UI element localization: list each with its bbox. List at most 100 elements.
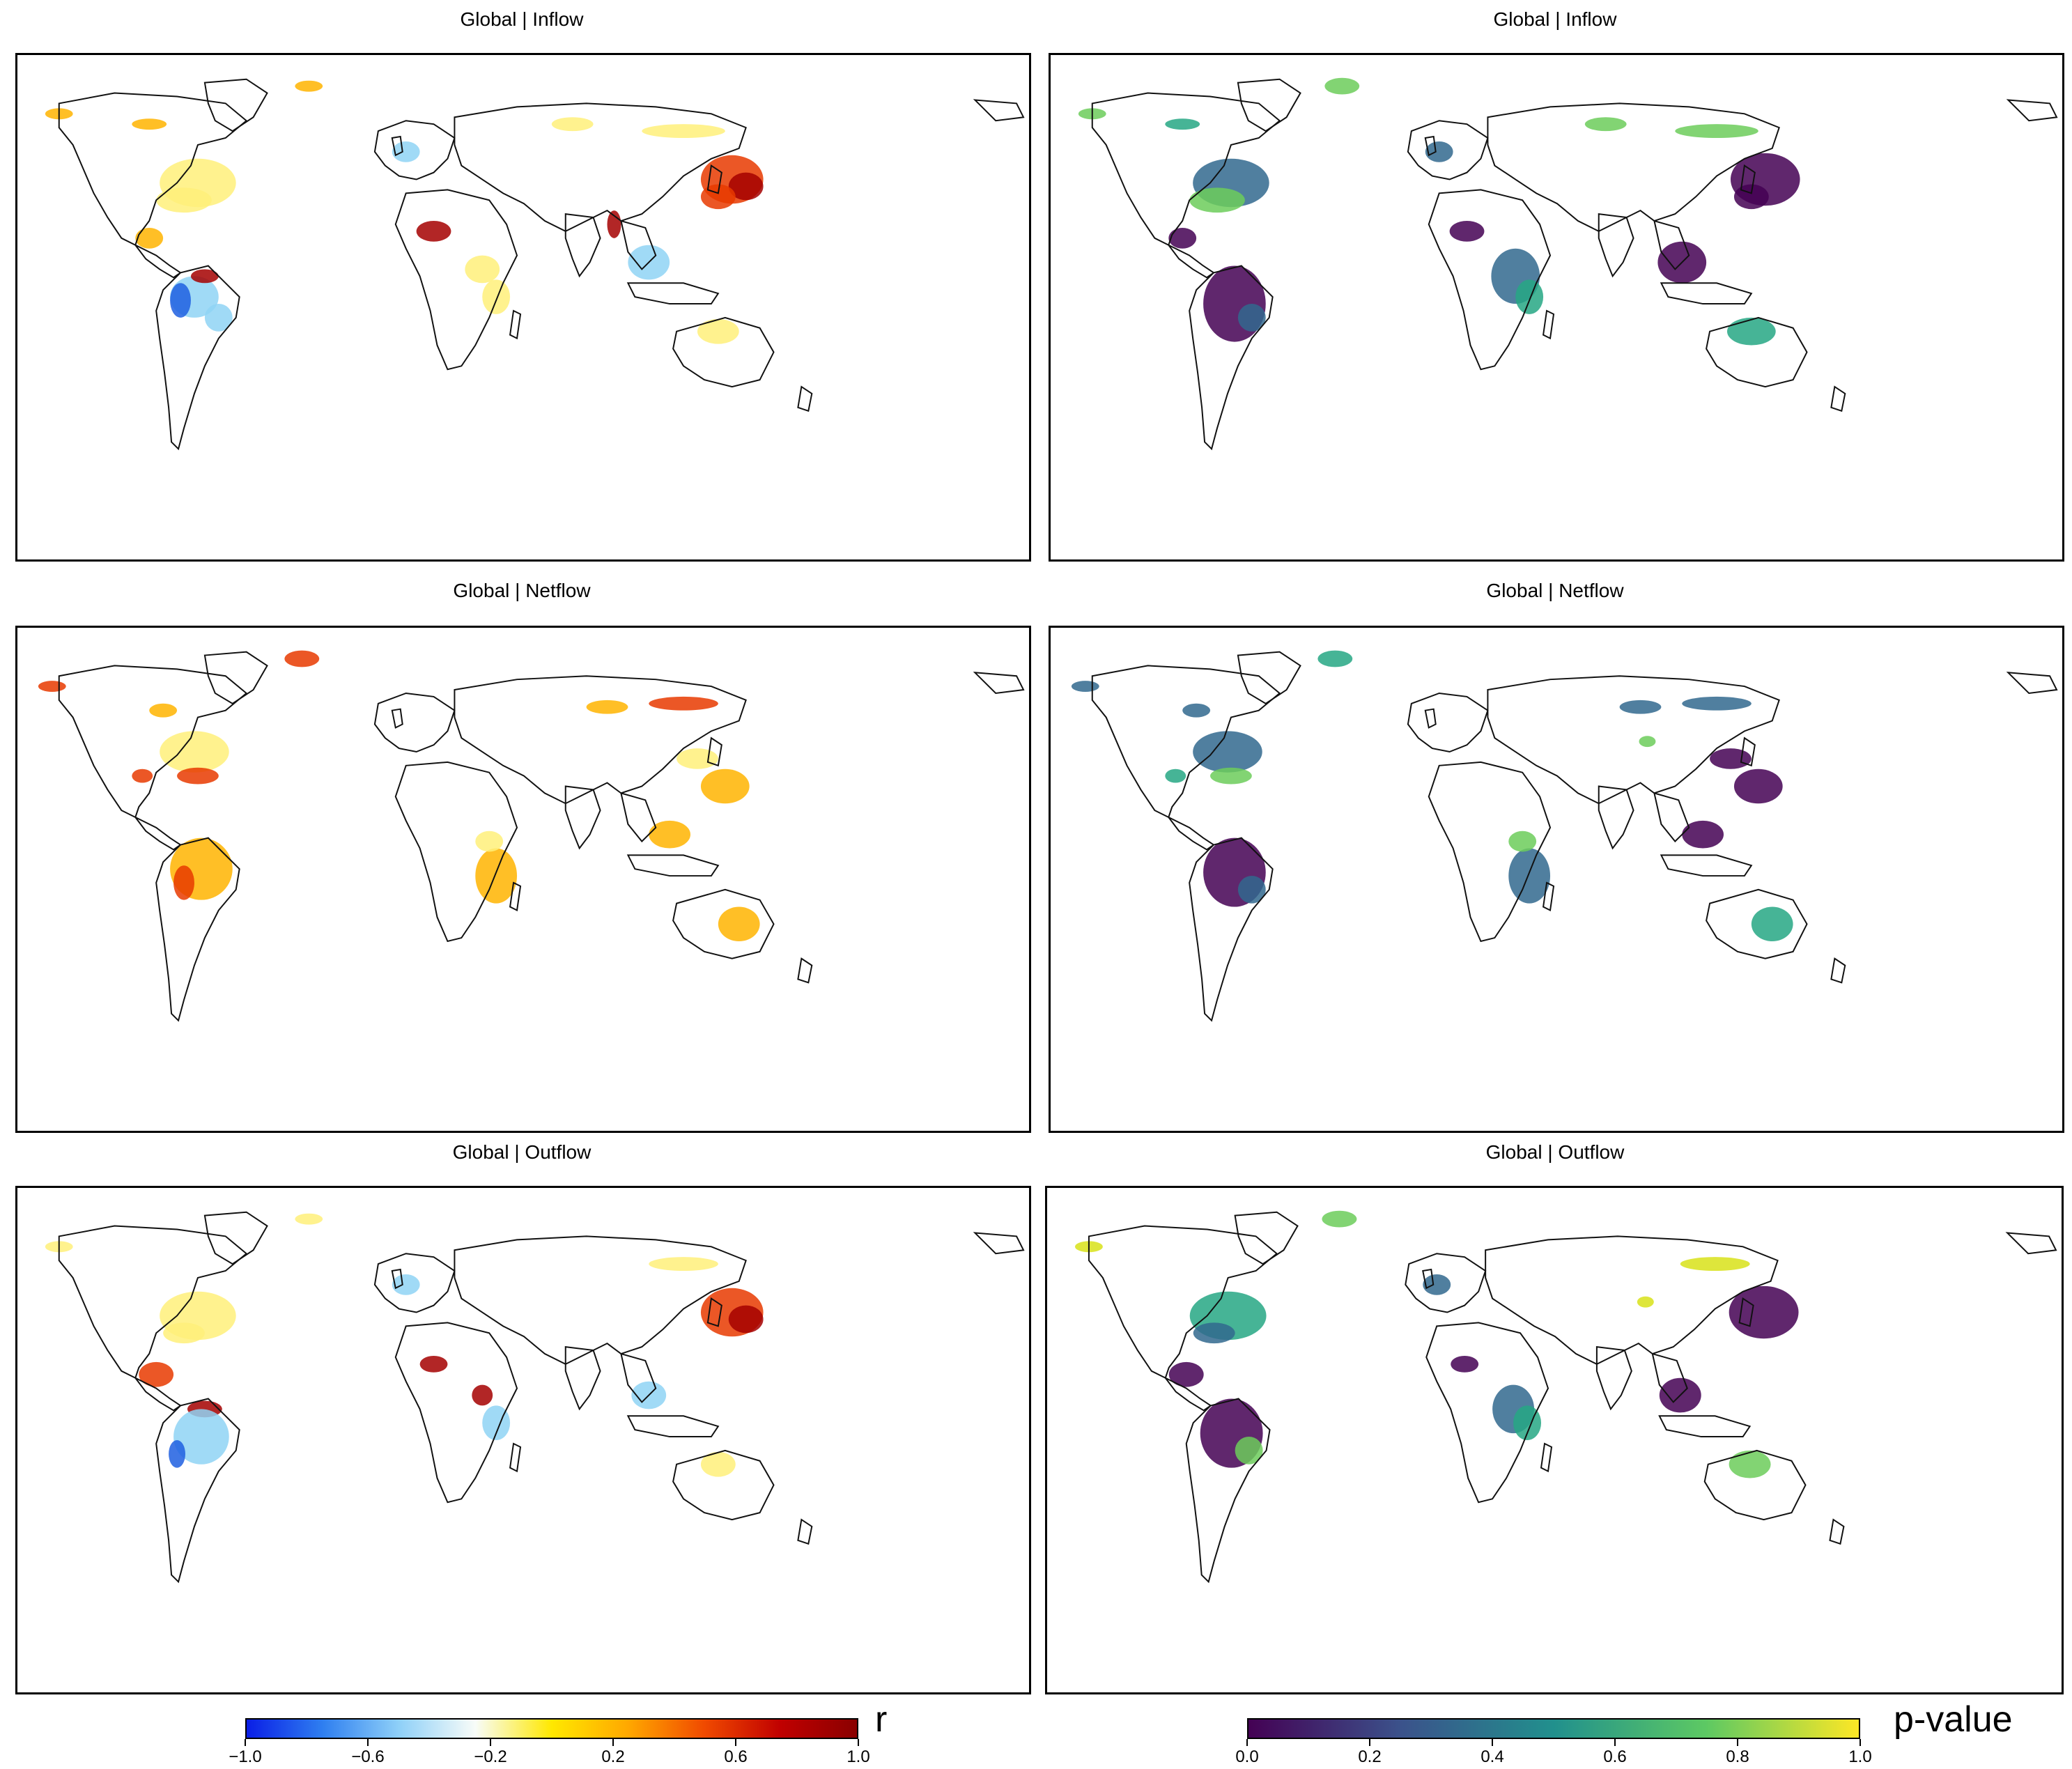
coastline-india [564, 213, 601, 278]
data-region [1182, 703, 1211, 718]
world-map-outflow-r [45, 1211, 1025, 1584]
colorbar-tick-label: 0.0 [1235, 1747, 1259, 1766]
coastline-centralAmerica [134, 244, 182, 279]
data-region [170, 283, 191, 318]
coastline-southAmerica [1189, 837, 1274, 1022]
data-region [1639, 736, 1656, 748]
coastline-australia [1706, 888, 1808, 959]
data-region [1680, 1257, 1750, 1272]
data-region [38, 681, 66, 692]
coastline-northAmerica [58, 1225, 248, 1380]
coastline-europe [373, 692, 456, 753]
coastline-uk [391, 1268, 403, 1290]
data-region [1423, 1274, 1451, 1295]
coastline-australia [672, 1449, 775, 1521]
data-region [1165, 768, 1186, 783]
data-region [1515, 279, 1544, 314]
data-region [1637, 1296, 1654, 1308]
data-region [1168, 227, 1197, 249]
coastline-asia [454, 675, 747, 805]
coastline-madagascar [509, 309, 522, 340]
data-region [135, 227, 164, 249]
coastline-india [1598, 785, 1634, 850]
colorbar-p-label: p-value [1894, 1699, 2013, 1740]
world-map-inflow-r [45, 78, 1025, 451]
coastline-africa [394, 761, 518, 943]
coastline-indonesia [626, 854, 720, 877]
coastline-japan [706, 736, 722, 767]
coastline-nz [1829, 1518, 1845, 1545]
data-region [204, 304, 233, 332]
coastline-chukotka [973, 99, 1025, 122]
data-region [1726, 317, 1776, 346]
data-region [1237, 304, 1266, 332]
coastline-madagascar [509, 881, 522, 912]
coastline-greenland [203, 651, 268, 704]
colorbar-tick-label: 0.6 [1603, 1747, 1627, 1766]
map-panel-inflow-r [15, 53, 1031, 562]
coastline-asia [1487, 102, 1780, 233]
data-region [149, 703, 178, 718]
data-region [718, 906, 760, 942]
data-region [551, 117, 594, 132]
colorbar-tick-label: 1.0 [1848, 1747, 1872, 1766]
data-region [392, 1274, 420, 1295]
coastline-japan [1738, 1297, 1754, 1327]
colorbar-tickmark [1737, 1739, 1738, 1746]
coastline-madagascar [1540, 1442, 1553, 1473]
coastline-northAmerica [58, 665, 248, 819]
panel-title-5: Global | Outflow [452, 1141, 592, 1163]
coastline-uk [391, 708, 403, 729]
colorbar-tickmark [612, 1739, 614, 1746]
coastline-northAmerica [1088, 1225, 1278, 1380]
coastline-australia [1703, 1449, 1807, 1521]
colorbar-p-value [1247, 1718, 1860, 1739]
data-region [475, 831, 504, 852]
coastline-asia [1485, 1235, 1779, 1366]
colorbar-r-label: r [875, 1699, 888, 1740]
coastline-greenland [1237, 651, 1301, 704]
data-region [132, 768, 153, 783]
colorbar-tickmark [367, 1739, 369, 1746]
data-region [1682, 696, 1752, 711]
coastline-southAmerica [155, 265, 240, 451]
data-region [1729, 1450, 1771, 1478]
world-map-inflow-p [1078, 77, 2058, 451]
data-region [419, 1356, 448, 1373]
data-region [169, 1440, 186, 1468]
data-region [586, 700, 628, 714]
data-region [392, 141, 420, 162]
data-region [1508, 831, 1537, 852]
coastline-asia [1487, 675, 1780, 805]
coastline-australia [672, 316, 775, 388]
panel-title-4: Global | Netflow [1486, 580, 1624, 601]
coastline-australia [1706, 316, 1808, 388]
data-region [295, 1213, 323, 1225]
coastline-indonesia [1660, 282, 1753, 305]
data-region [1193, 1322, 1235, 1344]
coastline-nz [1830, 957, 1846, 984]
data-region [1165, 118, 1200, 130]
coastline-africa [1428, 189, 1552, 371]
data-region [475, 848, 518, 904]
data-region [1682, 820, 1724, 849]
coastline-europe [373, 1253, 456, 1313]
coastline-chukotka [973, 1232, 1025, 1255]
coastline-uk [1424, 708, 1437, 729]
data-region [700, 768, 750, 804]
data-region [1733, 768, 1783, 804]
map-panel-outflow-r [15, 1186, 1031, 1694]
coastline-africa [1428, 761, 1552, 943]
coastline-centralAmerica [1168, 817, 1215, 851]
data-region [1425, 141, 1453, 162]
data-region [295, 80, 323, 92]
data-region [1451, 1356, 1479, 1373]
coastline-africa [394, 1322, 518, 1504]
coastline-japan [1740, 736, 1756, 767]
data-region [1193, 731, 1262, 773]
data-region [173, 1409, 229, 1465]
coastline-africa [1425, 1322, 1549, 1504]
data-region [649, 820, 691, 849]
coastline-indonesia [626, 1415, 720, 1438]
data-region [1237, 876, 1266, 904]
